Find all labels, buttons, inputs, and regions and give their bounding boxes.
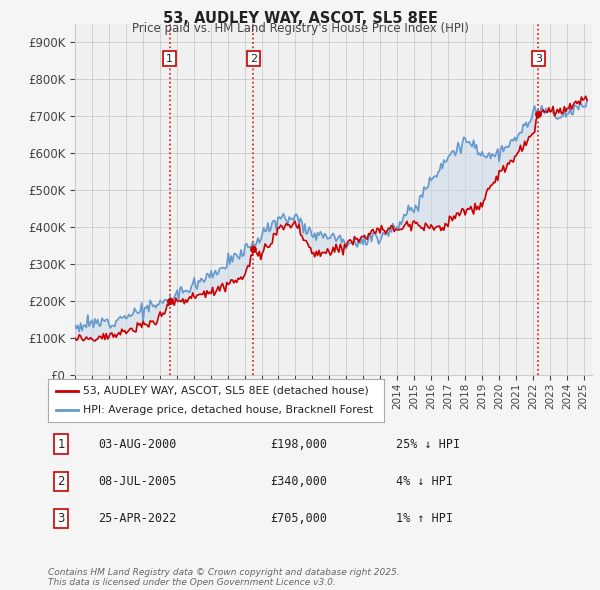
Text: Price paid vs. HM Land Registry's House Price Index (HPI): Price paid vs. HM Land Registry's House … [131,22,469,35]
Text: £198,000: £198,000 [270,438,327,451]
Text: £705,000: £705,000 [270,512,327,525]
Text: 03-AUG-2000: 03-AUG-2000 [98,438,176,451]
Text: 1% ↑ HPI: 1% ↑ HPI [397,512,454,525]
Text: 08-JUL-2005: 08-JUL-2005 [98,475,176,488]
Text: 2: 2 [58,475,65,488]
Text: HPI: Average price, detached house, Bracknell Forest: HPI: Average price, detached house, Brac… [83,405,373,415]
Text: 25% ↓ HPI: 25% ↓ HPI [397,438,461,451]
Text: 3: 3 [535,54,542,64]
Text: 1: 1 [58,438,65,451]
Text: 2: 2 [250,54,257,64]
Text: 25-APR-2022: 25-APR-2022 [98,512,176,525]
Text: Contains HM Land Registry data © Crown copyright and database right 2025.
This d: Contains HM Land Registry data © Crown c… [48,568,400,587]
Text: 53, AUDLEY WAY, ASCOT, SL5 8EE (detached house): 53, AUDLEY WAY, ASCOT, SL5 8EE (detached… [83,386,369,396]
Text: 53, AUDLEY WAY, ASCOT, SL5 8EE: 53, AUDLEY WAY, ASCOT, SL5 8EE [163,11,437,25]
Text: 4% ↓ HPI: 4% ↓ HPI [397,475,454,488]
Text: £340,000: £340,000 [270,475,327,488]
Text: 1: 1 [166,54,173,64]
Text: 3: 3 [58,512,65,525]
